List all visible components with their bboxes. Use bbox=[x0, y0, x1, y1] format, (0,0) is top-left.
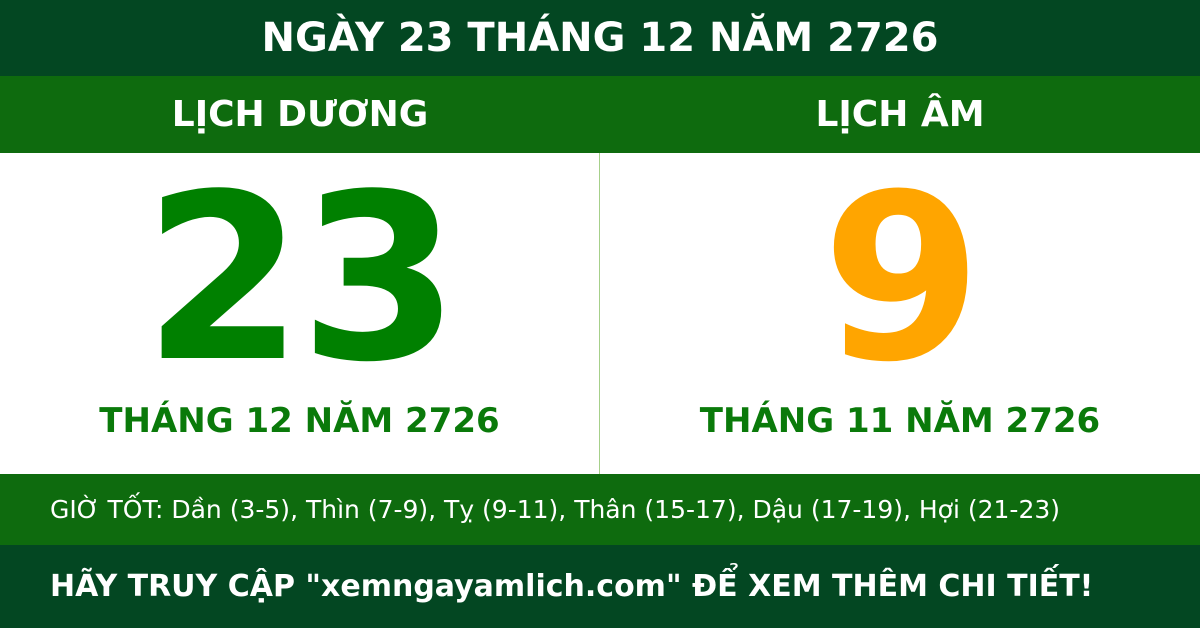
footer-text: HÃY TRUY CẬP "xemngayamlich.com" ĐỂ XEM … bbox=[50, 569, 1094, 604]
lunar-column: 9 THÁNG 11 NĂM 2726 bbox=[600, 153, 1200, 474]
lunar-day: 9 bbox=[821, 146, 982, 413]
page-title: NGÀY 23 THÁNG 12 NĂM 2726 bbox=[261, 15, 939, 61]
lunar-month-year: THÁNG 11 NĂM 2726 bbox=[699, 401, 1101, 441]
solar-day: 23 bbox=[143, 146, 459, 413]
good-hours-bar: GIỜ TỐT: Dần (3-5), Thìn (7-9), Tỵ (9-11… bbox=[0, 474, 1200, 545]
title-banner: NGÀY 23 THÁNG 12 NĂM 2726 bbox=[0, 0, 1200, 76]
solar-month-year: THÁNG 12 NĂM 2726 bbox=[99, 401, 500, 441]
date-panel: 23 THÁNG 12 NĂM 2726 9 THÁNG 11 NĂM 2726 bbox=[0, 153, 1200, 474]
solar-header: LỊCH DƯƠNG bbox=[171, 94, 429, 135]
solar-column: 23 THÁNG 12 NĂM 2726 bbox=[0, 153, 600, 474]
calendar-headers: LỊCH DƯƠNG LỊCH ÂM bbox=[0, 76, 1200, 153]
lunar-header: LỊCH ÂM bbox=[815, 94, 985, 135]
footer-banner: HÃY TRUY CẬP "xemngayamlich.com" ĐỂ XEM … bbox=[0, 545, 1200, 628]
good-hours-text: GIỜ TỐT: Dần (3-5), Thìn (7-9), Tỵ (9-11… bbox=[50, 495, 1061, 524]
